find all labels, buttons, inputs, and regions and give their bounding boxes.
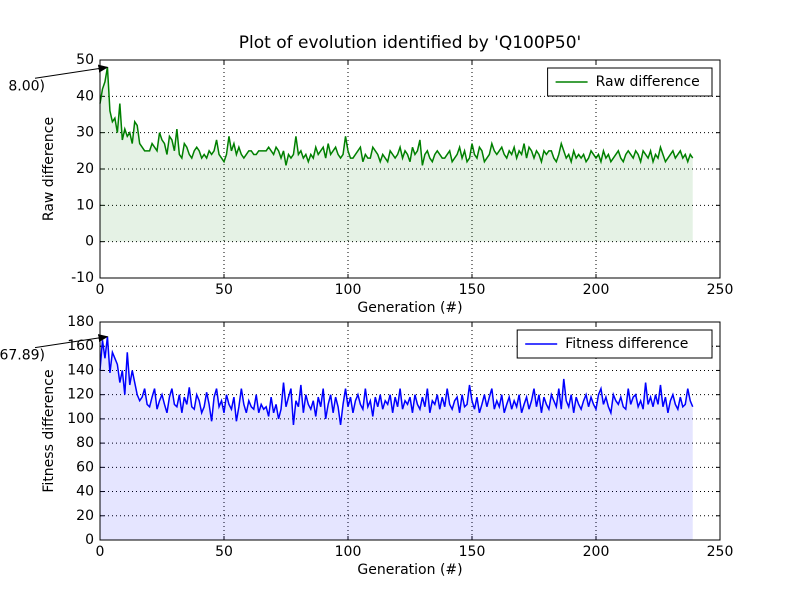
y-tick-label: 60 — [76, 459, 94, 475]
x-tick-label: 100 — [335, 544, 362, 560]
y-tick-label: 100 — [67, 411, 94, 427]
x-tick-label: 250 — [707, 544, 734, 560]
y-tick-label: 30 — [76, 125, 94, 141]
x-tick-label: 250 — [707, 282, 734, 298]
y-tick-label: -10 — [71, 270, 94, 286]
y-tick-label: 40 — [76, 484, 94, 500]
y-tick-label: 0 — [85, 234, 94, 250]
plot-frame — [99, 59, 721, 279]
annotation-text: 8.00) — [8, 78, 45, 94]
y-axis-label: Raw difference — [41, 117, 57, 221]
x-tick-label: 0 — [96, 544, 105, 560]
area-fill — [100, 336, 693, 540]
data-line — [99, 336, 694, 426]
annotation-arrow — [34, 64, 109, 79]
x-axis-label: Generation (#) — [357, 562, 462, 578]
y-tick-label: 20 — [76, 161, 94, 177]
x-tick-label: 50 — [215, 282, 233, 298]
legend-label: Raw difference — [596, 74, 700, 90]
y-tick-label: 0 — [85, 532, 94, 548]
x-tick-label: 150 — [459, 544, 486, 560]
y-tick-label: 50 — [76, 52, 94, 68]
area-fill — [100, 67, 693, 242]
y-tick-label: 120 — [67, 387, 94, 403]
y-tick-label: 80 — [76, 435, 94, 451]
x-tick-label: 200 — [583, 544, 610, 560]
x-tick-label: 200 — [583, 282, 610, 298]
y-tick-label: 10 — [76, 197, 94, 213]
legend-label: Fitness difference — [565, 336, 688, 352]
legend-box — [516, 329, 713, 359]
y-tick-label: 180 — [67, 314, 94, 330]
legend: Fitness difference — [516, 329, 713, 359]
x-axis-label: Generation (#) — [357, 300, 462, 316]
x-tick-label: 150 — [459, 282, 486, 298]
chart-title: Plot of evolution identified by 'Q100P50… — [239, 33, 581, 53]
x-tick-label: 100 — [335, 282, 362, 298]
y-tick-label: 20 — [76, 508, 94, 524]
x-tick-label: 50 — [215, 544, 233, 560]
legend: Raw difference — [547, 67, 713, 97]
y-axis-label: Fitness difference — [41, 369, 57, 492]
annotation-arrow — [34, 334, 109, 349]
y-tick-label: 140 — [67, 362, 94, 378]
data-line — [99, 67, 694, 166]
plot-frame — [99, 321, 721, 541]
y-tick-label: 40 — [76, 88, 94, 104]
x-tick-label: 0 — [96, 282, 105, 298]
annotation-text: 167.89) — [0, 348, 45, 364]
